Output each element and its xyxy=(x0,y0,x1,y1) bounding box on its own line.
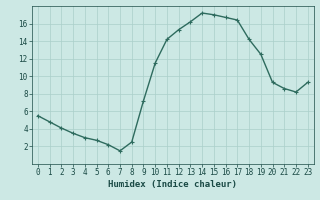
X-axis label: Humidex (Indice chaleur): Humidex (Indice chaleur) xyxy=(108,180,237,189)
